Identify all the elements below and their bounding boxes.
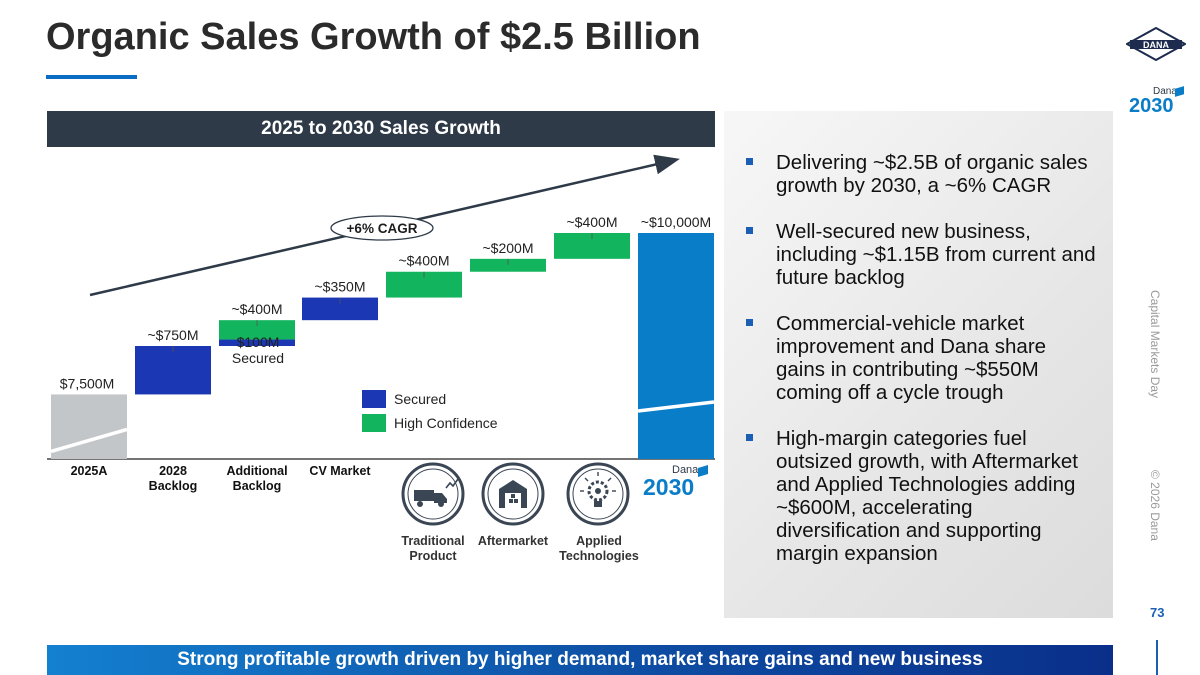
- flag-icon: [1175, 86, 1184, 97]
- x-label-additional-backlog: Backlog: [233, 479, 282, 493]
- bar-2025a-break: [50, 427, 128, 454]
- legend-high-confidence-label: High Confidence: [394, 415, 498, 431]
- bullet-square-icon: [746, 434, 753, 441]
- value-label-cv-market: ~$350M: [315, 279, 366, 295]
- bar-dana-2030: [638, 233, 714, 459]
- value-label-applied-technologies: ~$400M: [567, 214, 618, 230]
- bullet-square-icon: [746, 319, 753, 326]
- title-underline: [46, 75, 137, 79]
- cagr-ellipse: [330, 215, 434, 241]
- bullet-item: Delivering ~$2.5B of organic sales growt…: [746, 151, 1096, 197]
- bar-additional-backlog-secured: [219, 339, 295, 346]
- key-points-panel: Delivering ~$2.5B of organic sales growt…: [724, 111, 1113, 618]
- value-label-2028-backlog: ~$750M: [148, 327, 199, 343]
- chart-header: 2025 to 2030 Sales Growth: [47, 111, 715, 147]
- value-label-aftermarket: ~$200M: [483, 240, 534, 256]
- bullet-item: Commercial-vehicle market improvement an…: [746, 312, 1096, 404]
- caption-traditional-product: Traditional Product: [401, 534, 465, 563]
- secured-note-line1: $100M: [237, 334, 280, 350]
- svg-text:DANA: DANA: [1143, 40, 1169, 50]
- bullet-item: Well-secured new business, including ~$1…: [746, 220, 1096, 289]
- bullet-list: Delivering ~$2.5B of organic sales growt…: [746, 151, 1096, 588]
- caption-applied-technologies: Applied Technologies: [559, 534, 639, 563]
- bullet-square-icon: [746, 227, 753, 234]
- value-label-dana-2030: ~$10,000M: [641, 214, 711, 230]
- secured-note-line2: Secured: [232, 350, 284, 366]
- page-title: Organic Sales Growth of $2.5 Billion: [46, 16, 701, 58]
- warehouse-icon: [481, 462, 545, 526]
- footer-banner: Strong profitable growth driven by highe…: [47, 645, 1113, 675]
- bullet-square-icon: [746, 158, 753, 165]
- x-label-2025a: 2025A: [71, 464, 108, 478]
- x-label-backlog: Backlog: [149, 479, 198, 493]
- dana-2030-logo-chart: Dana 2030: [643, 464, 713, 500]
- side-event-text: Capital Markets Day: [1148, 290, 1162, 399]
- bar-2028-backlog-secured: [135, 346, 211, 395]
- value-label-additional-backlog: ~$400M: [232, 301, 283, 317]
- cagr-label: +6% CAGR: [347, 221, 418, 236]
- truck-icon: [401, 462, 465, 526]
- lightbulb-gear-icon: [566, 462, 630, 526]
- dana-2030-logo: Dana 2030: [1129, 86, 1189, 120]
- caption-aftermarket: Aftermarket: [477, 534, 549, 548]
- bullet-item: High-margin categories fuel outsized gro…: [746, 427, 1096, 565]
- x-label-2028: 2028: [159, 464, 187, 478]
- bar-dana-2030-break: [637, 400, 715, 413]
- value-label-2025a: $7,500M: [60, 375, 114, 391]
- flag-icon: [698, 465, 708, 477]
- page-number: 73: [1150, 605, 1165, 620]
- x-label-cv-market: CV Market: [309, 464, 371, 478]
- legend-secured-swatch: [362, 390, 386, 408]
- bar-additional-backlog-high-confidence: [219, 320, 295, 340]
- dana-logo: DANA: [1126, 27, 1186, 61]
- value-label-traditional-product: ~$400M: [399, 253, 450, 269]
- bar-cv-market-secured: [302, 297, 378, 321]
- legend-secured-label: Secured: [394, 391, 446, 407]
- bar-aftermarket-high-confidence: [470, 258, 546, 272]
- x-label-additional: Additional: [226, 464, 287, 478]
- side-copyright-text: © 2026 Dana: [1148, 470, 1162, 541]
- page-number-rule: [1156, 640, 1158, 675]
- legend-high-confidence-swatch: [362, 414, 386, 432]
